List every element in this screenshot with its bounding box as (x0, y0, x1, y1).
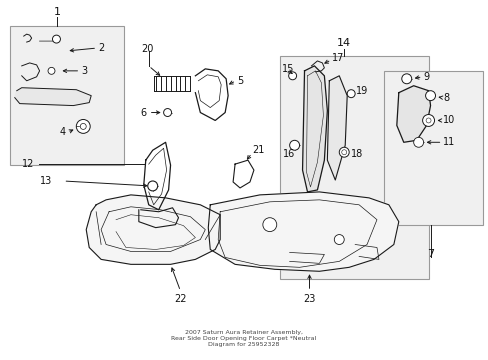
Circle shape (76, 120, 90, 133)
Text: 12: 12 (21, 159, 34, 169)
Text: 2007 Saturn Aura Retainer Assembly,
Rear Side Door Opening Floor Carpet *Neutral: 2007 Saturn Aura Retainer Assembly, Rear… (171, 330, 316, 347)
Circle shape (425, 118, 430, 123)
Polygon shape (302, 66, 326, 192)
Polygon shape (208, 192, 398, 271)
Text: 8: 8 (443, 93, 448, 103)
Text: 6: 6 (141, 108, 146, 117)
Circle shape (334, 235, 344, 244)
Circle shape (339, 147, 348, 157)
Circle shape (80, 123, 86, 129)
Circle shape (147, 181, 157, 191)
Text: 17: 17 (332, 53, 344, 63)
Text: 22: 22 (174, 294, 186, 304)
Polygon shape (326, 76, 346, 180)
Text: 10: 10 (443, 116, 455, 126)
Text: 20: 20 (141, 44, 153, 54)
Circle shape (263, 218, 276, 231)
Circle shape (48, 67, 55, 74)
Bar (383, 71, 482, 225)
Text: 15: 15 (281, 64, 293, 74)
Circle shape (401, 74, 411, 84)
Text: 4: 4 (60, 127, 65, 138)
Polygon shape (15, 88, 91, 105)
Bar (10, 26, 123, 165)
Circle shape (422, 114, 434, 126)
Circle shape (52, 35, 61, 43)
Text: 11: 11 (443, 137, 455, 147)
Circle shape (346, 90, 354, 98)
Text: 19: 19 (355, 86, 367, 96)
Circle shape (413, 137, 423, 147)
Text: 13: 13 (40, 176, 52, 186)
Text: 9: 9 (423, 72, 429, 82)
Text: 23: 23 (303, 294, 315, 304)
Text: 16: 16 (282, 149, 294, 159)
Text: 21: 21 (251, 145, 264, 155)
Circle shape (341, 150, 346, 155)
Text: 5: 5 (237, 76, 243, 86)
Circle shape (425, 91, 435, 100)
Polygon shape (86, 195, 220, 264)
Circle shape (289, 140, 299, 150)
Text: 2: 2 (98, 43, 104, 53)
Text: 7: 7 (426, 249, 433, 260)
Text: 18: 18 (350, 149, 363, 159)
Polygon shape (396, 86, 429, 142)
Text: 1: 1 (54, 7, 61, 17)
Circle shape (288, 72, 296, 80)
Bar (279, 56, 427, 279)
Circle shape (163, 109, 171, 117)
Text: 3: 3 (81, 66, 87, 76)
Text: 14: 14 (336, 38, 350, 48)
